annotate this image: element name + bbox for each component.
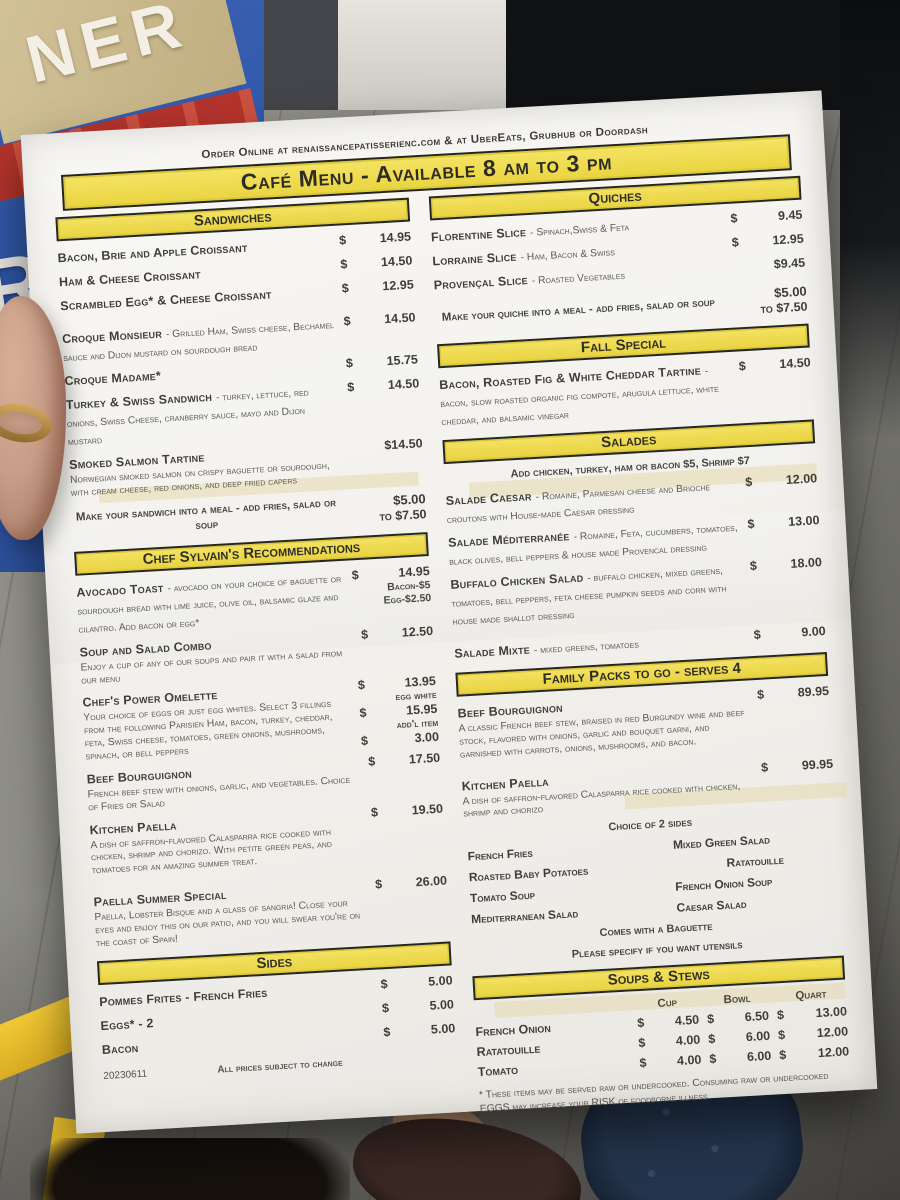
gold-ring	[0, 399, 55, 447]
item-price: $12.50	[360, 623, 434, 642]
side-option: Mixed Green Salad	[672, 832, 771, 853]
item-desc: - Ham, Bacon & Swiss	[520, 247, 616, 264]
item-name: Salade Caesar	[445, 489, 533, 508]
menu-item: Kitchen Paella A dish of saffron-flavored…	[89, 801, 446, 878]
item-price: $14.50	[340, 253, 413, 272]
meal-prices: $5.00 to $7.50	[379, 491, 427, 524]
meal-prices: $5.00 to $7.50	[760, 283, 808, 317]
item-name: Florentine Slice	[430, 225, 527, 245]
item-name: Buffalo Chicken Salad	[450, 570, 584, 592]
dark-right-edge	[840, 0, 900, 440]
item-price: $9.00	[753, 624, 827, 643]
item-name: Bacon, Brie and Apple Croissant	[57, 240, 248, 266]
gold-ring-inner	[0, 408, 44, 438]
item-price: $26.00	[374, 873, 448, 892]
item-price: $99.95	[760, 756, 834, 775]
item-name: Eggs* - 2	[100, 1015, 154, 1033]
section-chef-recommendations: Chef Sylvain's Recommendations Avocado T…	[74, 531, 450, 951]
side-option: Roasted Baby Potatoes	[468, 863, 589, 885]
side-option: Mediterranean Salad	[470, 906, 579, 927]
item-desc: - Roasted Vegetables	[531, 270, 626, 287]
item-name: Beef Bourguignon	[86, 766, 193, 787]
item-price: $19.50	[370, 801, 444, 820]
family-side-options: French Fries Mixed Green Salad Roasted B…	[467, 829, 839, 927]
item-price: $14.50	[343, 310, 416, 329]
item-desc: Your choice of eggs or just egg whites. …	[83, 699, 333, 763]
section-family-packs: Family Packs to go - serves 4 Beef Bourg…	[455, 651, 843, 967]
menu-item: Bacon, Roasted Fig & White Cheddar Tarti…	[439, 355, 813, 430]
item-price: $13.00	[747, 513, 820, 532]
date-code: 20230611	[103, 1068, 148, 1082]
section-soups-stews: Soups & Stews Cup Bowl Quart French Onio…	[472, 955, 851, 1117]
item-name: Scrambled Egg* & Cheese Croissant	[59, 287, 273, 314]
section-sides: Sides Pommes Frites - French Fries $5.00…	[96, 941, 457, 1082]
side-option: Tomato Soup	[469, 887, 536, 906]
section-sandwiches: Sandwiches Bacon, Brie and Apple Croissa…	[55, 197, 427, 542]
menu-item: Chef's Power Omelette Your choice of eggs…	[82, 674, 439, 764]
item-name: Kitchen Paella	[89, 818, 178, 838]
item-price: $14.95	[338, 229, 412, 248]
side-option: French Fries	[467, 846, 534, 864]
menu-item: Paella Summer Special Paella, Lobster Bis…	[93, 874, 450, 951]
dark-shadow	[30, 1138, 350, 1200]
right-column: Quiches Florentine Slice - Spinach,Swiss …	[428, 175, 852, 1127]
item-price: $17.50	[367, 750, 441, 769]
item-price: $12.95	[341, 277, 415, 296]
item-name: Bacon	[101, 1040, 139, 1057]
item-name: Croque Monsieur	[61, 326, 163, 347]
item-name: Lorraine Slice	[432, 249, 517, 269]
thumb-holding-paper	[0, 296, 66, 540]
item-name: Croque Madame*	[64, 368, 162, 389]
item-price: $9.45	[730, 207, 803, 226]
menu-paper: Order Online at renaissancepatisserienc.…	[20, 90, 878, 1134]
menu-columns: Sandwiches Bacon, Brie and Apple Croissa…	[55, 175, 852, 1148]
item-name: Provençal Slice	[433, 273, 529, 293]
item-name: Salade Méditerranée	[447, 529, 570, 550]
item-price: $12.00	[744, 471, 818, 490]
item-name: Pommes Frites - French Fries	[98, 985, 268, 1009]
item-name: Salade Mixte	[453, 642, 531, 661]
menu-item: Beef Bourguignon A classic French beef st…	[457, 684, 832, 762]
side-option: Caesar Salad	[676, 897, 748, 916]
item-price: $14.50	[738, 355, 812, 374]
item-price: $89.95	[756, 683, 830, 702]
item-name: Kitchen Paella	[461, 774, 550, 794]
item-prices: $14.95 Bacon-$5 Egg-$2.50	[351, 563, 432, 607]
section-fall-special: Fall Special Bacon, Roasted Fig & White …	[437, 323, 813, 430]
item-price: $12.95	[731, 231, 805, 250]
item-price: $15.75	[345, 352, 419, 371]
prices-note: All prices subject to change	[217, 1057, 344, 1076]
item-name: Avocado Toast	[75, 580, 164, 600]
item-desc: - mixed greens, tomatoes	[533, 639, 640, 657]
side-option: French Onion Soup	[674, 874, 773, 895]
item-price: $9.45	[773, 255, 806, 272]
section-salades: Salades Add chicken, turkey, ham or baco…	[442, 419, 826, 662]
item-desc: - Spinach,Swiss & Feta	[529, 222, 630, 239]
section-quiches: Quiches Florentine Slice - Spinach,Swiss …	[428, 175, 808, 335]
item-price: $18.00	[749, 555, 823, 574]
left-column: Sandwiches Bacon, Brie and Apple Croissa…	[55, 197, 460, 1148]
item-name: Ham & Cheese Croissant	[58, 267, 202, 290]
poster-sign-letters: NER	[18, 0, 196, 97]
side-option: Ratatouille	[726, 853, 785, 871]
item-name: Turkey & Swiss Sandwich	[65, 389, 213, 413]
item-price: $5.00	[380, 973, 453, 992]
item-price: $14.50	[346, 376, 420, 395]
item-prices: $13.95 egg white $15.95 add'l item $3.00	[357, 674, 440, 749]
item-price: $5.00	[382, 1021, 456, 1040]
item-price: $14.50	[383, 436, 423, 453]
item-price: $5.00	[381, 997, 455, 1016]
